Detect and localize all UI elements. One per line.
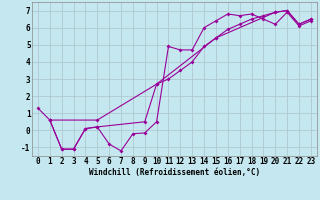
X-axis label: Windchill (Refroidissement éolien,°C): Windchill (Refroidissement éolien,°C) [89, 168, 260, 177]
